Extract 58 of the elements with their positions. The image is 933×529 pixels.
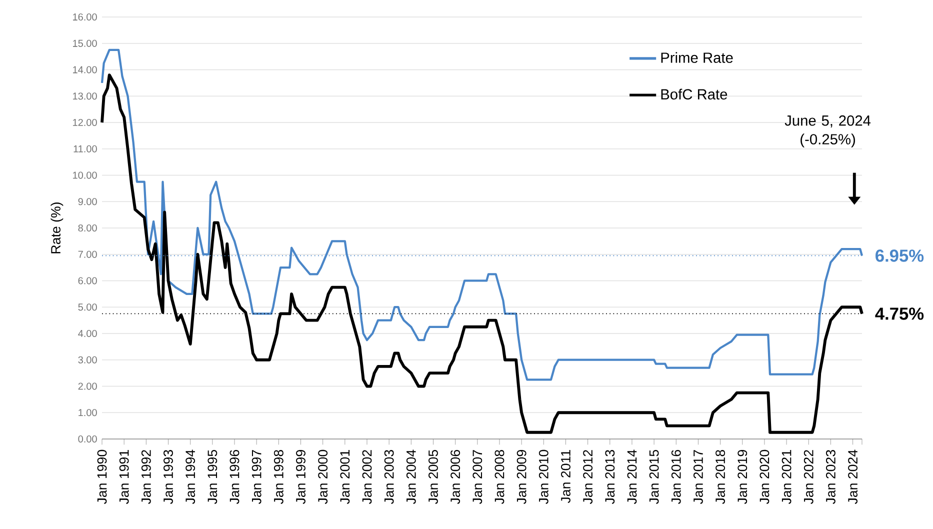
x-tick-label: Jan 2015 xyxy=(649,450,659,504)
x-tick-label: Jan 2014 xyxy=(627,450,637,504)
x-tick-label: Jan 2020 xyxy=(760,450,770,504)
x-tick-label: Jan 2016 xyxy=(671,450,681,504)
y-tick-label: 9.00 xyxy=(78,198,97,206)
x-tick-label: Jan 2022 xyxy=(804,450,814,504)
y-tick-label: 13.00 xyxy=(73,92,97,100)
x-tick-label: Jan 2010 xyxy=(538,450,548,504)
y-tick-label: 0.00 xyxy=(78,435,97,443)
x-tick-label: Jan 1995 xyxy=(208,450,218,504)
ref-line-label: 6.95% xyxy=(876,250,924,262)
annotation: June 5, 2024 (-0.25%) xyxy=(784,115,871,148)
y-tick-label: 5.00 xyxy=(78,304,97,311)
x-tick-label: Jan 1992 xyxy=(141,450,151,504)
x-tick-label: Jan 2012 xyxy=(583,450,593,504)
x-tick-label: Jan 1997 xyxy=(252,450,262,504)
ref-line-label: 4.75% xyxy=(875,308,924,320)
y-tick-label: 15.00 xyxy=(73,40,97,47)
x-tick-label: Jan 2000 xyxy=(318,450,328,504)
y-axis-title: Rate (%) xyxy=(50,202,64,254)
x-tick-label: Jan 2019 xyxy=(738,450,748,504)
x-tick-label: Jan 2018 xyxy=(716,450,726,504)
x-tick-label: Jan 1994 xyxy=(186,450,196,504)
x-tick-label: Jan 2023 xyxy=(826,450,836,504)
x-tick-label: Jan 2006 xyxy=(450,450,460,504)
y-tick-label: 11.00 xyxy=(74,145,97,152)
x-tick-label: Jan 2009 xyxy=(516,450,526,504)
legend-label: BofC Rate xyxy=(661,88,728,100)
x-tick-label: Jan 1990 xyxy=(97,450,107,504)
x-tick-label: Jan 2008 xyxy=(494,450,504,504)
legend-label: Prime Rate xyxy=(661,52,733,63)
x-tick-label: Jan 1996 xyxy=(230,450,240,504)
y-tick-label: 2.00 xyxy=(78,382,97,390)
y-tick-label: 4.00 xyxy=(78,330,97,338)
x-tick-label: Jan 2004 xyxy=(406,450,416,504)
x-tick-label: Jan 2003 xyxy=(384,450,394,504)
y-tick-label: 3.00 xyxy=(78,356,97,364)
x-tick-label: Jan 2024 xyxy=(848,450,858,504)
y-tick-label: 10.00 xyxy=(73,172,97,179)
x-tick-label: Jan 2002 xyxy=(362,450,372,504)
x-tick-label: Jan 2011 xyxy=(561,450,570,504)
y-tick-label: 6.00 xyxy=(78,277,97,284)
x-tick-label: Jan 1998 xyxy=(274,450,284,504)
x-tick-label: Jan 1999 xyxy=(296,450,306,504)
y-tick-label: 14.00 xyxy=(73,66,97,74)
y-tick-label: 16.00 xyxy=(73,13,97,21)
x-tick-label: Jan 1993 xyxy=(164,450,173,504)
x-tick-label: Jan 2013 xyxy=(605,450,615,504)
x-tick-label: Jan 2005 xyxy=(428,450,438,504)
x-tick-label: Jan 2021 xyxy=(782,450,792,504)
x-tick-label: Jan 2007 xyxy=(472,450,482,504)
y-tick-label: 1.00 xyxy=(78,409,97,416)
x-tick-label: Jan 1991 xyxy=(119,450,129,504)
x-tick-label: Jan 2001 xyxy=(340,450,350,504)
y-tick-label: 12.00 xyxy=(73,118,97,126)
y-tick-label: 8.00 xyxy=(78,224,97,232)
x-tick-label: Jan 2017 xyxy=(694,450,703,504)
y-tick-label: 7.00 xyxy=(78,250,97,258)
